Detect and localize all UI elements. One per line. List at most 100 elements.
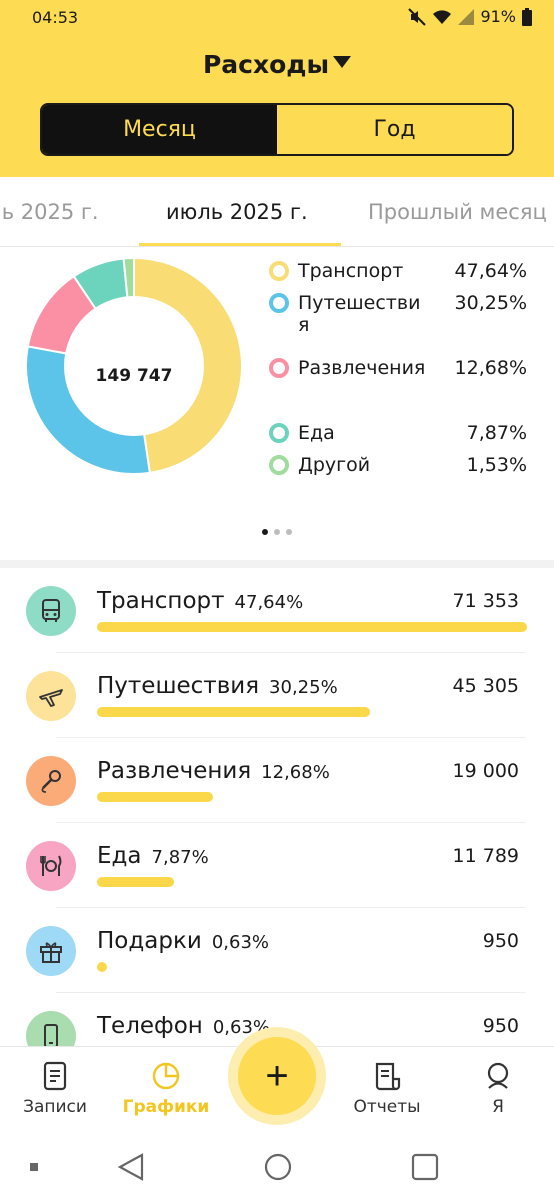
nav-records-label: Записи (23, 1097, 87, 1117)
chart-area: 149 747 Транспорт 47,64% Путешествия 30,25%… (0, 248, 554, 488)
category-share-bar (97, 962, 107, 972)
category-amount: 19 000 (452, 760, 519, 782)
plus-icon: + (265, 1053, 289, 1098)
legend-dot-icon (269, 293, 289, 313)
add-record-button[interactable]: + (238, 1037, 316, 1115)
nav-records[interactable]: Записи (0, 1061, 110, 1117)
plane-icon (26, 671, 76, 721)
category-row[interactable]: Транспорт 47,64% 71 353 (0, 568, 554, 653)
status-icons: 91% (408, 7, 532, 26)
recents-dot-icon[interactable] (30, 1163, 38, 1171)
legend-name: Еда (298, 422, 335, 444)
legend-name: Транспорт (298, 260, 404, 282)
header: 04:53 91% Расходы Месяц Год (0, 0, 554, 177)
category-name-line: Телефон 0,63% (97, 1013, 270, 1039)
period-indicator (139, 243, 341, 246)
category-name: Подарки (97, 928, 202, 954)
chart-pager[interactable] (0, 529, 554, 535)
category-amount: 71 353 (452, 590, 519, 612)
nav-reports[interactable]: Отчеты (332, 1061, 442, 1117)
signal-icon (458, 8, 475, 25)
report-icon (375, 1062, 401, 1091)
legend-name: Развлечения (298, 357, 426, 379)
nav-me-label: Я (492, 1097, 504, 1117)
category-list: Транспорт 47,64% 71 353 Путешествия 30,25% 45… (0, 568, 554, 1078)
legend-item[interactable]: Другой 1,53% (266, 452, 536, 484)
status-bar: 04:53 91% (0, 0, 554, 36)
system-nav-icons (30, 1153, 439, 1181)
category-row[interactable]: Еда 7,87% 11 789 (0, 823, 554, 908)
row-divider (56, 822, 526, 823)
row-divider (56, 992, 526, 993)
period-current[interactable]: июль 2025 г. (166, 200, 308, 224)
section-divider (0, 560, 554, 568)
category-share-bar (97, 792, 213, 802)
legend-percent: 7,87% (466, 422, 527, 444)
category-amount: 11 789 (452, 845, 519, 867)
chart-legend: Транспорт 47,64% Путешествия 30,25% Развлече… (266, 258, 536, 484)
gift-icon (26, 926, 76, 976)
nav-charts[interactable]: Графики (111, 1061, 221, 1117)
category-row[interactable]: Развлечения 12,68% 19 000 (0, 738, 554, 823)
donut-chart[interactable]: 149 747 (24, 256, 244, 476)
category-name-line: Еда 7,87% (97, 843, 209, 869)
row-divider (56, 652, 526, 653)
row-divider (56, 907, 526, 908)
category-row[interactable]: Подарки 0,63% 950 (0, 908, 554, 993)
legend-item[interactable]: Еда 7,87% (266, 420, 536, 452)
category-name: Еда (97, 843, 142, 869)
status-time: 04:53 (32, 8, 79, 27)
category-amount: 950 (482, 1015, 519, 1037)
row-divider (56, 737, 526, 738)
legend-item[interactable]: Путешествия 30,25% (266, 290, 536, 355)
pager-dot-2 (274, 529, 280, 535)
category-name-line: Транспорт 47,64% (97, 588, 303, 614)
legend-item[interactable]: Транспорт 47,64% (266, 258, 536, 290)
tab-month[interactable]: Месяц (42, 105, 277, 154)
pager-dot-3 (286, 529, 292, 535)
battery-icon (522, 7, 532, 26)
legend-percent: 1,53% (466, 454, 527, 476)
category-share-bar (97, 707, 370, 717)
tab-year[interactable]: Год (277, 105, 512, 154)
legend-dot-icon (269, 455, 289, 475)
legend-name: Другой (298, 454, 371, 476)
legend-name: Путешествия (298, 292, 421, 336)
period-tabs: нь 2025 г. июль 2025 г. Прошлый месяц (0, 177, 554, 247)
category-name: Путешествия (97, 673, 260, 699)
caret-down-icon (333, 56, 352, 68)
category-percent: 30,25% (269, 677, 338, 698)
mute-icon (408, 7, 427, 26)
legend-percent: 47,64% (454, 260, 527, 282)
nav-reports-label: Отчеты (353, 1097, 421, 1117)
document-icon (43, 1061, 67, 1091)
legend-dot-icon (269, 423, 289, 443)
cutlery-icon (26, 841, 76, 891)
category-name-line: Путешествия 30,25% (97, 673, 338, 699)
legend-item[interactable]: Развлечения 12,68% (266, 355, 536, 420)
home-icon[interactable] (264, 1153, 292, 1181)
category-name: Транспорт (97, 588, 225, 614)
donut-hole (64, 296, 204, 436)
bus-icon (26, 586, 76, 636)
back-icon[interactable] (117, 1153, 144, 1181)
page-title[interactable]: Расходы (0, 50, 554, 79)
category-percent: 7,87% (151, 847, 209, 868)
category-percent: 12,68% (261, 762, 330, 783)
period-previous[interactable]: нь 2025 г. (0, 200, 99, 224)
pager-dot-1 (262, 529, 268, 535)
category-row[interactable]: Путешествия 30,25% 45 305 (0, 653, 554, 738)
category-percent: 0,63% (211, 932, 269, 953)
legend-percent: 30,25% (454, 292, 527, 314)
category-amount: 45 305 (452, 675, 519, 697)
category-name-line: Развлечения 12,68% (97, 758, 330, 784)
legend-dot-icon (269, 261, 289, 281)
system-nav-bar (0, 1136, 554, 1200)
nav-me[interactable]: Я (443, 1061, 553, 1117)
category-share-bar (97, 877, 174, 887)
wifi-icon (433, 9, 452, 24)
overview-icon[interactable] (411, 1153, 439, 1181)
period-last-month[interactable]: Прошлый месяц (368, 200, 547, 224)
period-mode-toggle: Месяц Год (40, 103, 514, 156)
category-share-bar (97, 622, 527, 632)
